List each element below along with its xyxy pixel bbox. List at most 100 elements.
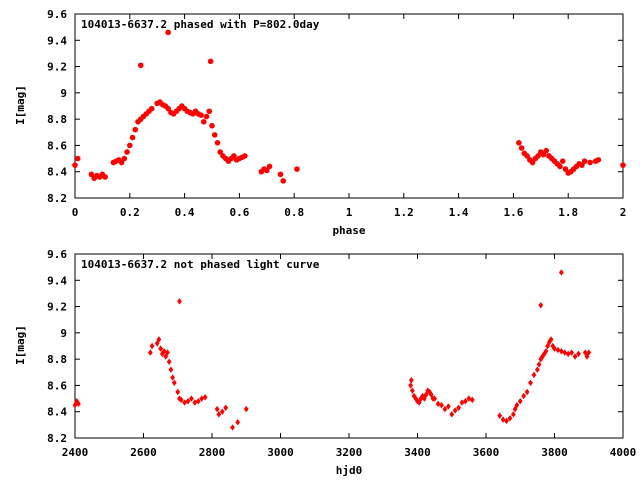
data-point <box>538 302 544 309</box>
data-point <box>165 349 170 356</box>
y-tick-label: 8.6 <box>47 379 67 392</box>
data-point <box>586 349 592 356</box>
x-tick-label: 0.6 <box>229 206 249 219</box>
data-point <box>72 162 78 168</box>
data-point <box>200 118 207 125</box>
data-point <box>214 405 220 413</box>
data-point <box>535 153 541 159</box>
data-point <box>124 149 130 155</box>
data-point <box>216 411 222 418</box>
data-point <box>524 388 530 396</box>
data-point <box>214 140 221 146</box>
data-point <box>199 395 205 402</box>
data-point <box>171 379 177 386</box>
data-point <box>235 419 241 426</box>
x-tick-label: 3400 <box>404 446 431 459</box>
x-tick-label: 1 <box>346 206 353 219</box>
data-point <box>129 134 136 141</box>
data-point <box>576 350 581 358</box>
data-point <box>175 388 181 396</box>
data-point <box>511 411 516 418</box>
x-tick-label: 4000 <box>610 446 637 459</box>
data-point <box>445 403 451 410</box>
data-point <box>242 153 248 159</box>
data-point <box>277 171 284 178</box>
data-point <box>149 342 155 350</box>
y-tick-label: 8.8 <box>47 353 67 366</box>
data-point <box>409 387 415 394</box>
y-tick-label: 9.2 <box>47 301 67 314</box>
y-tick-label: 9.2 <box>47 61 67 74</box>
data-point <box>558 269 564 276</box>
data-point <box>529 159 536 166</box>
data-point <box>432 395 438 402</box>
data-point <box>572 353 578 360</box>
y-tick-label: 8.6 <box>47 139 67 152</box>
data-point <box>548 336 554 343</box>
data-point <box>466 395 472 402</box>
data-point <box>408 382 414 389</box>
data-point <box>543 348 549 355</box>
x-tick-label: 0.8 <box>284 206 304 219</box>
x-tick-label: 1.6 <box>503 206 523 219</box>
data-point <box>516 140 522 146</box>
data-point <box>195 398 201 405</box>
x-tick-label: 3800 <box>541 446 568 459</box>
data-point <box>207 58 214 65</box>
y-tick-label: 8.4 <box>47 406 67 419</box>
data-point <box>504 417 509 425</box>
x-tick-label: 3200 <box>336 446 363 459</box>
y-tick-label: 9.6 <box>47 248 67 261</box>
x-tick-label: 3000 <box>267 446 294 459</box>
data-point <box>518 145 525 151</box>
data-point <box>559 158 566 164</box>
data-point <box>165 29 171 36</box>
data-point <box>159 350 165 358</box>
data-point <box>423 391 429 398</box>
data-point <box>121 155 128 162</box>
x-tick-label: 0.4 <box>175 206 195 219</box>
data-point <box>170 374 176 381</box>
x-tick-label: 2400 <box>62 446 89 459</box>
data-point <box>500 416 506 423</box>
data-point <box>579 162 585 168</box>
data-point <box>231 153 237 159</box>
data-point <box>534 366 540 373</box>
data-point <box>147 349 153 356</box>
data-point <box>415 398 420 405</box>
data-point <box>536 361 542 368</box>
data-point <box>166 358 172 365</box>
data-point <box>182 399 187 406</box>
data-point <box>408 376 414 384</box>
y-axis-label: I[mag] <box>14 325 27 365</box>
data-point <box>192 399 198 406</box>
x-tick-label: 1.4 <box>449 206 469 219</box>
y-tick-label: 9.6 <box>47 8 67 21</box>
data-point <box>543 147 550 154</box>
data-point <box>158 345 164 352</box>
data-point <box>595 157 602 163</box>
data-point <box>202 394 208 401</box>
x-tick-label: 1.8 <box>558 206 578 219</box>
data-point <box>230 424 235 431</box>
data-point <box>442 405 448 413</box>
data-point <box>552 345 557 352</box>
data-point <box>206 108 213 115</box>
chart-title: 104013-6637.2 phased with P=802.0day <box>81 18 320 31</box>
x-tick-label: 2600 <box>130 446 157 459</box>
x-axis-label: phase <box>332 224 365 237</box>
data-point <box>88 171 95 178</box>
y-tick-label: 8.4 <box>47 166 67 179</box>
x-tick-label: 2 <box>620 206 627 219</box>
data-point <box>198 112 204 118</box>
data-point <box>211 132 218 138</box>
data-point <box>185 398 191 405</box>
data-point <box>540 151 547 158</box>
data-point <box>528 379 533 386</box>
data-point <box>620 162 626 168</box>
data-point <box>137 62 144 69</box>
y-tick-label: 8.2 <box>47 432 67 445</box>
data-point <box>217 149 224 155</box>
data-point <box>161 348 167 355</box>
